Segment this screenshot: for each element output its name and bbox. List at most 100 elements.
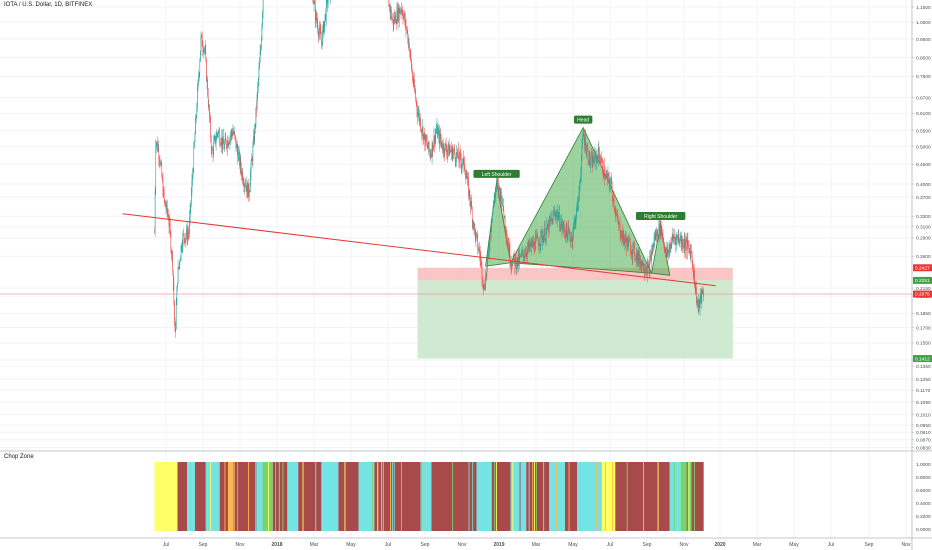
chop-bar	[420, 462, 432, 531]
candle-body	[431, 154, 432, 157]
pattern-labels: Left Shoulder Head Right Shoulder	[473, 115, 686, 221]
candle-body	[511, 263, 513, 266]
candle-body	[241, 171, 243, 176]
candle-body	[474, 223, 475, 230]
candle-body	[568, 231, 570, 232]
chop-stripe	[282, 462, 284, 531]
candle-body	[228, 143, 230, 146]
candle-body	[412, 80, 414, 85]
candle-body	[256, 107, 257, 109]
price-axis[interactable]: 1.1500 1.0500 0.9500 0.8500 0.7600 0.6700 0.61…	[912, 5, 931, 452]
candle-body	[685, 239, 687, 242]
candle-body	[498, 182, 499, 192]
candle-body	[467, 176, 469, 180]
candle-body	[225, 137, 227, 141]
candle-body	[446, 149, 447, 155]
candle-body	[248, 192, 250, 197]
indicator-axis[interactable]: 1.0000 0.8000 0.6000 0.4000 0.2000 0.0000	[916, 462, 931, 533]
candle-body	[162, 176, 163, 180]
candle-body	[174, 300, 175, 320]
chop-bar	[262, 462, 273, 531]
chop-bar	[228, 462, 233, 531]
take-profit-zone	[417, 280, 733, 359]
candle-body	[638, 251, 640, 261]
candle-body	[671, 242, 672, 249]
candle-body	[593, 156, 594, 163]
candle-body	[162, 179, 164, 197]
candle-body	[594, 152, 596, 154]
indicator-tick-label: 0.2000	[916, 514, 931, 520]
candle-body	[184, 238, 186, 243]
price-label-bg	[913, 276, 932, 284]
chop-stripe	[485, 462, 486, 531]
candle-body	[415, 99, 417, 103]
candle-body	[233, 131, 234, 134]
candle-body	[403, 15, 404, 19]
candle-body	[700, 292, 701, 298]
candle-body	[612, 195, 614, 203]
candle-body	[627, 238, 629, 248]
candle-body	[572, 234, 574, 242]
candle-body	[681, 238, 683, 243]
candle-body	[158, 148, 160, 159]
stop-loss-zone	[417, 267, 733, 281]
candle-body	[397, 9, 398, 22]
candle-body	[409, 50, 410, 52]
candle-body	[394, 15, 396, 22]
candle-body	[155, 146, 157, 191]
candle-body	[693, 266, 694, 277]
candle-body	[261, 39, 262, 49]
chop-stripe	[626, 462, 628, 531]
candle-body	[594, 152, 595, 163]
candle-body	[254, 126, 256, 127]
candle-body	[490, 227, 492, 236]
candle-body	[223, 136, 224, 144]
candle-body	[637, 252, 638, 263]
y-tick-label: 0.3300	[916, 214, 931, 220]
candle-body	[408, 38, 409, 42]
candle-body	[679, 240, 680, 244]
chop-bar	[526, 462, 550, 531]
candle-body	[688, 244, 689, 246]
candle-body	[634, 244, 635, 257]
candle-body	[423, 133, 424, 140]
candle-body	[570, 237, 571, 243]
time-axis[interactable]: Jul Sep Nov 2018 Mar May Jul Sep Nov 2019 Mar May Ju…	[163, 542, 911, 548]
chop-bar	[669, 462, 681, 531]
pattern-label-1: Head	[573, 115, 593, 124]
y-tick-label: 0.5500	[916, 128, 931, 134]
y-tick-label: 0.1250	[916, 377, 931, 383]
candle-body	[488, 252, 489, 254]
chop-stripe	[555, 462, 557, 531]
candle-body	[392, 19, 394, 25]
candle-body	[694, 270, 695, 287]
candle-body	[193, 147, 195, 172]
candle-body	[629, 240, 631, 242]
candle-body	[161, 164, 163, 177]
candle-body	[567, 226, 569, 241]
candle-body	[444, 143, 446, 155]
candle-body	[551, 218, 552, 220]
price-label-bg	[913, 355, 932, 363]
candle-body	[510, 263, 512, 267]
candle-body	[426, 140, 427, 142]
candle-body	[544, 227, 545, 237]
candle-body	[239, 151, 240, 166]
candle-body	[479, 248, 480, 254]
candle-body	[637, 252, 639, 261]
chop-stripe	[604, 462, 606, 531]
chop-bar	[219, 462, 229, 531]
candle-body	[609, 182, 611, 188]
y-tick-label: 0.1700	[916, 325, 931, 331]
candle-body	[476, 233, 477, 235]
candle-body	[180, 258, 181, 262]
candle-body	[621, 231, 623, 239]
candle-body	[534, 249, 536, 252]
candle-body	[440, 133, 441, 141]
candle-body	[391, 9, 392, 19]
candle-body	[405, 19, 407, 30]
x-tick-label: 2020	[714, 542, 725, 548]
candle-body	[524, 255, 526, 257]
candle-body	[502, 198, 503, 205]
